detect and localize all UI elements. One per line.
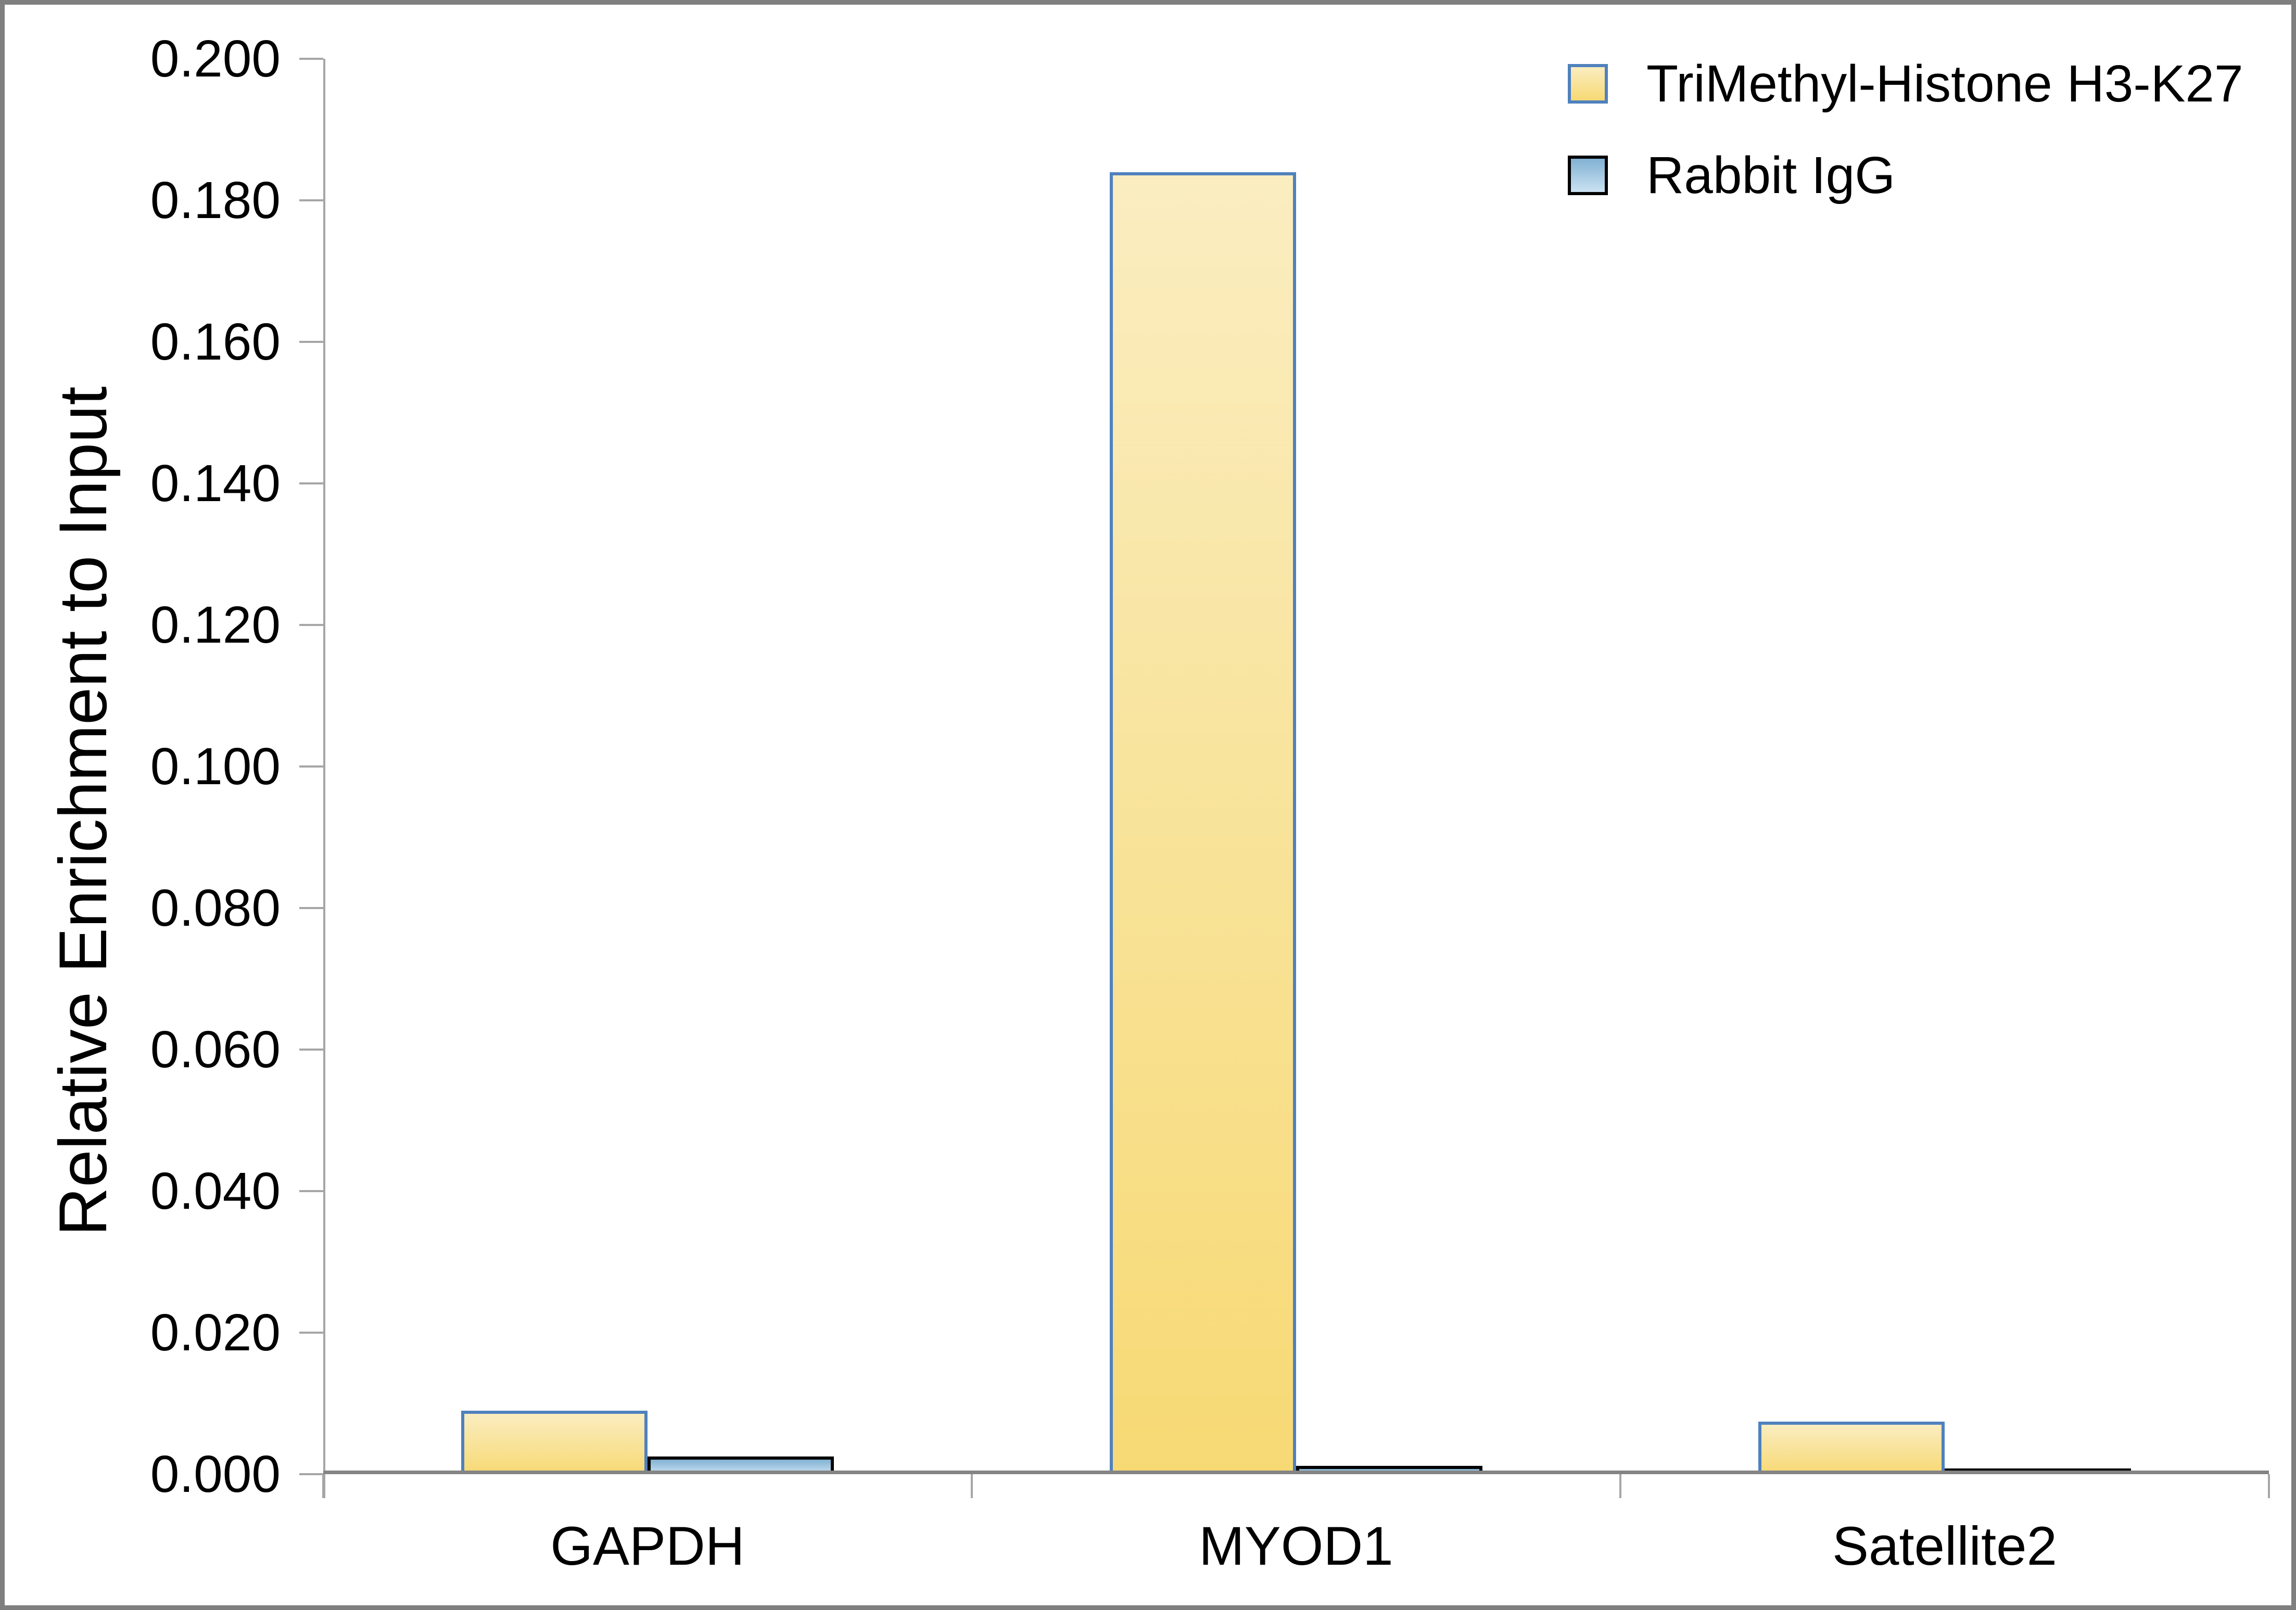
plot-area [299,58,2270,1498]
category-label-gapdh: GAPDH [550,1516,745,1577]
y-tick-label: 0.160 [150,313,281,371]
y-tick-mark [299,624,323,626]
y-tick-label: 0.200 [150,30,281,88]
y-tick-mark [299,1473,323,1475]
legend-entry: TriMethyl-Histone H3-K27 [1568,55,2243,112]
y-tick-label: 0.000 [150,1445,281,1503]
legend-swatch-icon [1568,156,1608,195]
y-axis-title: Relative Enrichment to Input [45,386,121,1236]
y-tick-mark [299,341,323,343]
y-tick-label: 0.120 [150,596,281,654]
bar-trimethyl-histone-h3-k27-myod1 [1110,172,1296,1474]
category-label-satellite2: Satellite2 [1832,1516,2057,1577]
x-axis-baseline [323,1471,2269,1474]
bar-trimethyl-histone-h3-k27-satellite2 [1758,1422,1945,1474]
x-tick-mark [971,1474,973,1498]
legend-label: TriMethyl-Histone H3-K27 [1646,55,2243,113]
legend-entry: Rabbit IgG [1568,147,1895,204]
x-tick-mark [1619,1474,1621,1498]
y-tick-label: 0.020 [150,1304,281,1362]
x-tick-mark [322,1474,324,1498]
y-tick-label: 0.180 [150,171,281,229]
y-tick-label: 0.080 [150,879,281,937]
y-tick-mark [299,1332,323,1334]
y-tick-mark [299,1190,323,1192]
y-tick-label: 0.040 [150,1162,281,1220]
y-tick-label: 0.060 [150,1020,281,1079]
y-tick-label: 0.100 [150,737,281,796]
y-tick-mark [299,58,323,60]
y-tick-mark [299,765,323,768]
bar-trimethyl-histone-h3-k27-gapdh [461,1411,648,1474]
y-tick-mark [299,482,323,484]
y-tick-mark [299,907,323,909]
legend-swatch-icon [1568,64,1608,104]
y-tick-label: 0.140 [150,454,281,513]
y-axis-line [323,59,325,1498]
y-tick-mark [299,199,323,201]
category-label-myod1: MYOD1 [1199,1516,1393,1577]
x-tick-mark [2268,1474,2270,1498]
legend-label: Rabbit IgG [1646,146,1896,205]
y-tick-mark [299,1049,323,1051]
